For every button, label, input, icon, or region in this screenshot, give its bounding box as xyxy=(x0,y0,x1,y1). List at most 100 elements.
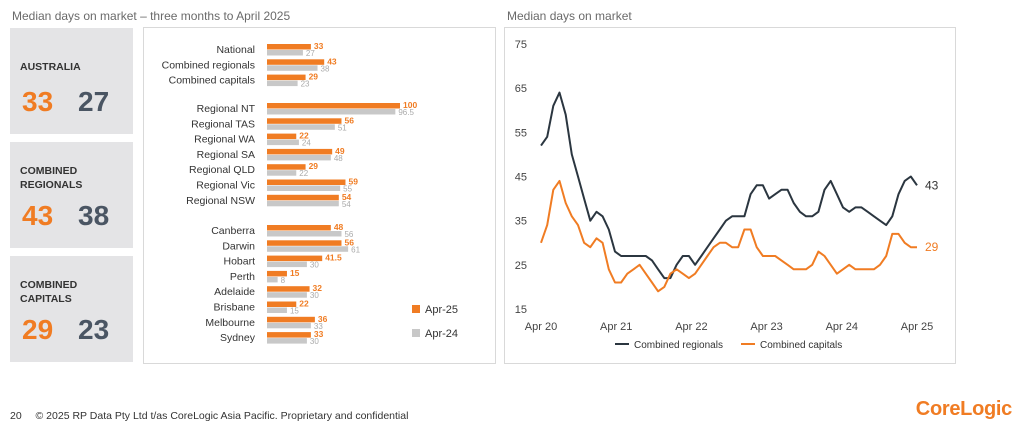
footer: 20 © 2025 RP Data Pty Ltd t/as CoreLogic… xyxy=(10,410,408,422)
bar-apr24 xyxy=(267,154,331,161)
bar-apr25-label: 56 xyxy=(344,237,354,247)
series-line-combined-regionals xyxy=(540,91,918,280)
bar-apr25-label: 48 xyxy=(334,222,344,232)
y-tick-label: 55 xyxy=(515,127,527,139)
bar-apr25 xyxy=(267,44,311,50)
bar-apr25 xyxy=(267,148,333,155)
bar-apr25 xyxy=(267,225,331,231)
bar-apr25-label: 59 xyxy=(348,177,358,187)
y-tick-label: 25 xyxy=(515,260,527,272)
bar-category-label: Regional Vic xyxy=(196,180,255,192)
bar-apr24-label: 38 xyxy=(321,64,330,73)
line-chart: 15 25 35 45 55 65 75 Apr 20 Apr 21 Apr 22 Apr 23 Ap… xyxy=(515,39,939,351)
bar-category-label: Adelaide xyxy=(214,286,255,298)
bar-category-label: Regional TAS xyxy=(191,118,255,130)
bar-apr24-label: 30 xyxy=(310,337,319,346)
bar-category-label: Regional WA xyxy=(194,134,255,146)
bar-apr25-label: 41.5 xyxy=(325,253,342,263)
bar-apr25 xyxy=(267,74,306,81)
page-number: 20 xyxy=(10,410,22,422)
legend-apr25-label: Apr-25 xyxy=(425,304,458,316)
bar-apr25-label: 33 xyxy=(314,329,324,339)
bar-apr25 xyxy=(267,270,287,277)
bar-apr24-label: 30 xyxy=(310,261,319,270)
bar-apr25 xyxy=(267,316,315,323)
bar-apr24 xyxy=(267,322,311,329)
kpi-label-line1: COMBINED xyxy=(20,279,78,291)
series-end-label: 29 xyxy=(925,240,939,254)
bar-apr24 xyxy=(267,292,307,298)
kpi-apr24-value: 23 xyxy=(78,314,110,345)
kpi-label: COMBINED CAPITALS xyxy=(20,278,77,306)
bar-apr24-label: 33 xyxy=(314,322,323,331)
bar-category-label: Regional QLD xyxy=(189,164,255,176)
right-chart-title: Median days on market xyxy=(507,9,632,23)
bar-apr25 xyxy=(267,194,339,201)
bar-category-label: Regional NSW xyxy=(186,195,255,207)
bar-apr24-label: 23 xyxy=(301,80,310,89)
bar-apr24 xyxy=(267,50,303,56)
kpi-australia: AUSTRALIA 33 27 xyxy=(10,28,133,134)
bar-apr25-label: 49 xyxy=(335,146,345,156)
bar-apr24-label: 24 xyxy=(302,139,311,148)
bar-apr24-label: 61 xyxy=(351,245,360,254)
bar-category-label: Combined regionals xyxy=(162,59,255,71)
line-chart-panel: 15 25 35 45 55 65 75 Apr 20 Apr 21 Apr 22 Apr 23 Ap… xyxy=(504,27,956,364)
kpi-apr25-value: 29 xyxy=(22,314,54,345)
bar-apr24 xyxy=(267,109,396,115)
bar-apr25-label: 100 xyxy=(403,100,417,110)
bar-apr25 xyxy=(267,164,306,170)
bar-apr24-label: 22 xyxy=(299,169,308,178)
bar-apr25-label: 33 xyxy=(314,41,324,51)
series-line-combined-capitals xyxy=(540,179,917,293)
bar-apr25 xyxy=(267,103,400,109)
bar-apr24 xyxy=(267,139,299,146)
y-tick-label: 15 xyxy=(515,304,527,316)
bar-chart-panel: National 33 27 Combined regionals 43 38 Combin… xyxy=(143,27,496,364)
bar-category-label: Combined capitals xyxy=(169,75,255,87)
kpi-label-line2: REGIONALS xyxy=(20,179,83,191)
bar-apr25 xyxy=(267,301,297,307)
bar-apr25-label: 36 xyxy=(318,314,328,324)
bar-apr24-label: 15 xyxy=(290,307,299,316)
x-tick-label: Apr 20 xyxy=(525,321,557,333)
bar-apr25 xyxy=(267,286,310,292)
bar-apr24-label: 48 xyxy=(334,154,343,163)
legend-apr24-swatch xyxy=(412,329,420,337)
x-tick-label: Apr 24 xyxy=(826,321,858,333)
bar-apr25 xyxy=(267,179,346,185)
bar-apr25-label: 32 xyxy=(313,283,323,293)
bar-apr24-label: 56 xyxy=(344,230,353,239)
bar-apr25-label: 22 xyxy=(299,299,309,309)
bar-apr25 xyxy=(267,59,325,65)
kpi-apr24-value: 27 xyxy=(78,86,110,117)
y-tick-label: 75 xyxy=(515,39,527,51)
bar-apr24 xyxy=(267,170,297,176)
kpi-label-line1: COMBINED xyxy=(20,165,78,177)
bar-apr24 xyxy=(267,65,318,71)
bar-category-label: Melbourne xyxy=(205,317,255,329)
bar-apr24 xyxy=(267,185,341,191)
y-tick-label: 35 xyxy=(515,216,527,228)
bar-apr25-label: 29 xyxy=(309,72,319,82)
bar-apr24 xyxy=(267,307,287,313)
bar-apr24 xyxy=(267,231,342,237)
x-tick-label: Apr 23 xyxy=(750,321,782,333)
y-tick-label: 45 xyxy=(515,172,527,184)
bar-apr24 xyxy=(267,338,307,344)
bar-apr25-label: 22 xyxy=(299,131,309,141)
kpi-apr24-value: 38 xyxy=(78,200,110,231)
bar-apr25 xyxy=(267,118,342,124)
bar-apr24 xyxy=(267,276,278,283)
copyright-text: © 2025 RP Data Pty Ltd t/as CoreLogic As… xyxy=(35,410,409,422)
bar-apr24 xyxy=(267,200,339,207)
bar-apr25-label: 54 xyxy=(342,192,352,202)
x-tick-label: Apr 21 xyxy=(600,321,632,333)
bar-apr25-label: 29 xyxy=(309,161,319,171)
bar-apr25 xyxy=(267,133,297,140)
bar-apr25-label: 15 xyxy=(290,268,300,278)
bar-apr25-label: 56 xyxy=(344,115,354,125)
y-tick-label: 65 xyxy=(515,83,527,95)
bar-apr24-label: 55 xyxy=(343,185,352,194)
bar-category-label: Canberra xyxy=(211,225,255,237)
